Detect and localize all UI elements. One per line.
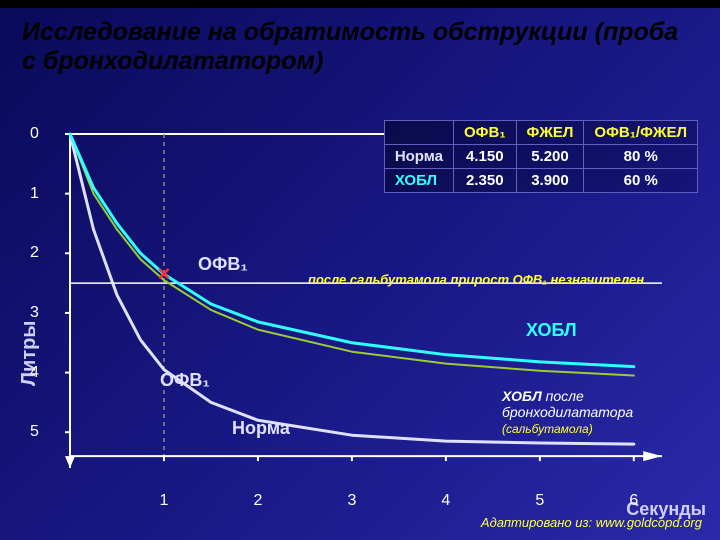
row-label-norma: Норма [384,145,453,169]
ofv1-line-label: ОФВ₁ [198,254,248,275]
y-tick: 4 [30,364,39,382]
spirometry-chart: Литры Секунды ОФВ₁ ОФВ₁ ХОБЛ Норма × пос… [52,126,692,486]
row-label-hobl: ХОБЛ [384,169,453,193]
cell: 4.150 [454,145,517,169]
table-row: Норма 4.150 5.200 80 % [384,145,697,169]
norma-curve-label: Норма [232,418,290,439]
x-tick: 5 [535,492,544,510]
x-tick: 1 [160,492,169,510]
copd-post-bold: ХОБЛ [502,388,542,404]
post-salbutamol-note: после сальбутамола прирост ОФВ₁ незначит… [308,272,644,287]
x-tick: 4 [441,492,450,510]
table-row: ХОБЛ 2.350 3.900 60 % [384,169,697,193]
ofv1-label-curve: ОФВ₁ [160,370,210,391]
table-header-ratio: ОФВ₁/ФЖЕЛ [584,121,698,145]
y-tick: 5 [30,423,39,441]
y-tick: 2 [30,244,39,262]
slide: Исследование на обратимость обструкции (… [0,0,720,540]
footer-citation: Адаптировано из: www.goldcopd.org [481,515,702,530]
y-tick: 1 [30,185,39,203]
hobl-curve-label: ХОБЛ [526,320,577,341]
cell: 3.900 [516,169,584,193]
y-tick: 0 [30,125,39,143]
cell: 60 % [584,169,698,193]
table-header-empty [384,121,453,145]
x-tick: 3 [347,492,356,510]
cell: 5.200 [516,145,584,169]
table-header-ofv1: ОФВ₁ [454,121,517,145]
copd-post-bd-label: ХОБЛ после бронходилататора (сальбутамол… [502,388,692,436]
y-tick: 3 [30,304,39,322]
x-tick: 2 [253,492,262,510]
spirometry-table: ОФВ₁ ФЖЕЛ ОФВ₁/ФЖЕЛ Норма 4.150 5.200 80… [384,120,698,193]
slide-title: Исследование на обратимость обструкции (… [0,8,720,80]
cell: 80 % [584,145,698,169]
table-header-fzhel: ФЖЕЛ [516,121,584,145]
copd-post-sub: (сальбутамола) [502,422,593,436]
table-header-row: ОФВ₁ ФЖЕЛ ОФВ₁/ФЖЕЛ [384,121,697,145]
x-tick: 6 [629,492,638,510]
fev1-marker-icon: × [158,261,171,287]
cell: 2.350 [454,169,517,193]
